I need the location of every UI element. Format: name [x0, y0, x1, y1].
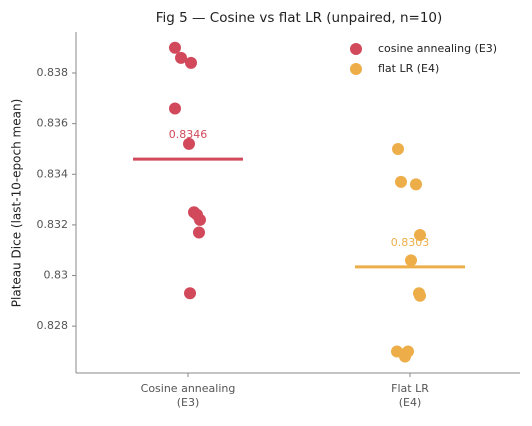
y-axis-label: Plateau Dice (last-10-epoch mean) — [10, 99, 24, 307]
point — [169, 41, 181, 54]
y-tick-label: 0.83 — [44, 269, 69, 282]
point — [175, 51, 187, 64]
legend-label: cosine annealing (E3) — [378, 42, 497, 55]
legend-label: flat LR (E4) — [378, 62, 439, 75]
point — [392, 142, 404, 155]
point — [414, 289, 426, 302]
point — [395, 175, 407, 188]
point — [184, 287, 196, 300]
y-tick-label: 0.836 — [37, 117, 69, 130]
point — [405, 254, 417, 267]
x-tick-label: Cosine annealing (E3) — [141, 382, 236, 409]
mean-label: 0.8303 — [391, 236, 430, 249]
legend-marker — [350, 63, 362, 75]
point — [414, 229, 426, 242]
point — [194, 213, 206, 226]
point — [410, 178, 422, 191]
y-tick-label: 0.828 — [37, 319, 69, 332]
legend-marker — [350, 43, 362, 55]
y-tick-label: 0.832 — [37, 218, 69, 231]
point — [185, 56, 197, 69]
point — [193, 226, 205, 239]
chart-title: Fig 5 — Cosine vs flat LR (unpaired, n=1… — [156, 10, 443, 26]
mean-label: 0.8346 — [169, 128, 208, 141]
point — [169, 102, 181, 115]
y-tick-label: 0.834 — [37, 167, 69, 180]
point — [183, 137, 195, 150]
y-tick-label: 0.838 — [37, 66, 69, 79]
point — [399, 350, 411, 363]
x-tick-label: Flat LR (E4) — [391, 382, 429, 409]
